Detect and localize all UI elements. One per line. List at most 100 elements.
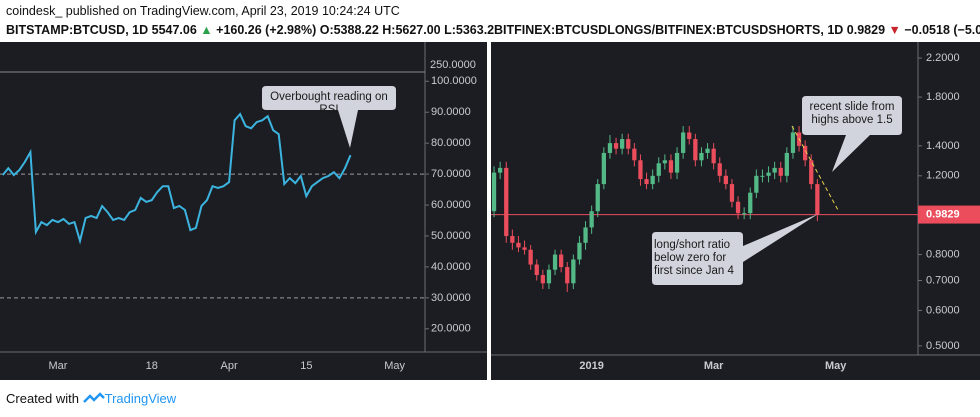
y-tick-label: 1.4000 <box>926 140 960 152</box>
candle-body <box>620 139 625 149</box>
candle-body <box>748 192 753 214</box>
ohl: O:5388.22 H:5627.00 L:5363.2 <box>319 23 495 37</box>
candle-body <box>491 172 497 212</box>
candle-body <box>723 175 728 185</box>
trend-line <box>791 125 839 211</box>
candle-body <box>803 145 808 161</box>
arrow: ▲ <box>200 23 213 37</box>
x-tick-label: Apr <box>220 360 237 372</box>
candle-body <box>772 167 777 173</box>
y-tick-label: 2.2000 <box>926 52 960 64</box>
change: +160.26 (+2.98%) <box>216 23 317 37</box>
candle-body <box>589 211 594 228</box>
candle-body <box>601 152 606 185</box>
y-tick-label: 80.0000 <box>431 137 471 149</box>
candle-body <box>735 201 741 214</box>
candle-body <box>766 172 771 176</box>
x-tick-label: May <box>384 360 405 372</box>
annotation: long/short ratio below zero for first si… <box>654 239 734 277</box>
last-price-label: 0.9829 <box>926 208 960 220</box>
header-line: coindesk_ published on TradingView.com, … <box>6 4 400 18</box>
y-tick-label: 0.8000 <box>926 248 960 260</box>
y-tick-label: 1.8000 <box>926 91 960 103</box>
candle-body <box>522 247 527 250</box>
candle-body <box>540 275 545 284</box>
candle-body <box>498 167 503 173</box>
candle-body <box>559 254 564 268</box>
published: published on TradingView.com, April 23, … <box>65 4 400 18</box>
candle-body <box>687 132 692 140</box>
candle-body <box>784 152 789 176</box>
symbol: BITSTAMP:BTCUSD, 1D <box>6 23 149 37</box>
candle-body <box>552 254 558 270</box>
candle-body <box>565 267 570 284</box>
x-tick-label: Mar <box>48 360 67 372</box>
candle-body <box>571 259 576 284</box>
candle-body <box>705 148 710 153</box>
last: 5547.06 <box>151 23 197 37</box>
candle-body <box>742 213 747 215</box>
y-tick-label: 20.0000 <box>431 323 471 335</box>
y-tick-label: 70.0000 <box>431 168 471 180</box>
callout <box>262 86 396 148</box>
y-tick-label: 40.0000 <box>431 261 471 273</box>
candle-body <box>644 179 649 185</box>
x-tick-label: 18 <box>146 360 158 372</box>
candle-body <box>607 143 613 153</box>
y-tick-label: 0.6000 <box>926 304 960 316</box>
candle-body <box>662 160 667 164</box>
logo <box>82 392 105 403</box>
left-legend: BITSTAMP:BTCUSD, 1D 5547.06 ▲ +160.26 (+… <box>6 23 494 37</box>
candle-body <box>729 184 735 202</box>
candle-body <box>754 175 759 193</box>
callout <box>652 214 818 285</box>
candle-body <box>632 148 637 161</box>
y-tick-label: 60.0000 <box>431 199 471 211</box>
y-tick-label: 1.2000 <box>926 170 960 182</box>
x-tick-label: Mar <box>704 360 724 372</box>
y-tick-label: 90.0000 <box>431 106 471 118</box>
footer: Created with TradingView <box>6 391 176 406</box>
y-tick-label: 0.7000 <box>926 274 960 286</box>
candle-body <box>778 167 783 176</box>
annotation: Overbought reading on RSI <box>270 91 388 116</box>
candle-body <box>613 143 619 149</box>
candle-body <box>595 184 600 212</box>
author: coindesk_ <box>6 4 63 18</box>
candle-body <box>626 139 631 149</box>
candle-body <box>638 160 643 180</box>
candle-body <box>546 269 552 284</box>
y-tick-label: 50.0000 <box>431 230 471 242</box>
candle-body <box>528 249 533 265</box>
rsi-line <box>2 112 352 245</box>
candle-body <box>711 148 716 164</box>
symbol: BITFINEX:BTCUSDLONGS/BITFINEX:BTCUSDSHOR… <box>494 23 844 37</box>
upper-pane-label: 250.0000 <box>430 59 476 71</box>
candle-body <box>815 184 820 215</box>
arrow: ▼ <box>888 23 901 37</box>
candle-body <box>681 132 686 153</box>
candle-body <box>656 163 661 176</box>
candle-body <box>717 163 722 176</box>
candle-body <box>510 236 515 243</box>
candle-body <box>674 152 680 173</box>
candle-body <box>693 139 698 161</box>
candle-body <box>583 227 588 243</box>
x-tick-label: 2019 <box>579 360 603 372</box>
x-tick-label: 15 <box>300 360 312 372</box>
callout <box>802 96 902 172</box>
left-panel <box>0 42 487 380</box>
candle-body <box>534 264 539 276</box>
annotation: recent slide from highs above 1.5 <box>809 101 895 126</box>
x-tick-label: May <box>825 360 847 372</box>
candle-body <box>760 175 765 177</box>
candle-body <box>699 152 704 161</box>
right-legend: BITFINEX:BTCUSDLONGS/BITFINEX:BTCUSDSHOR… <box>494 23 980 37</box>
right-panel <box>491 42 980 380</box>
y-tick-label: 30.0000 <box>431 292 471 304</box>
y-tick-label: 0.5000 <box>926 340 960 352</box>
candle-body <box>809 160 814 185</box>
footer-text: Created with <box>6 391 79 406</box>
